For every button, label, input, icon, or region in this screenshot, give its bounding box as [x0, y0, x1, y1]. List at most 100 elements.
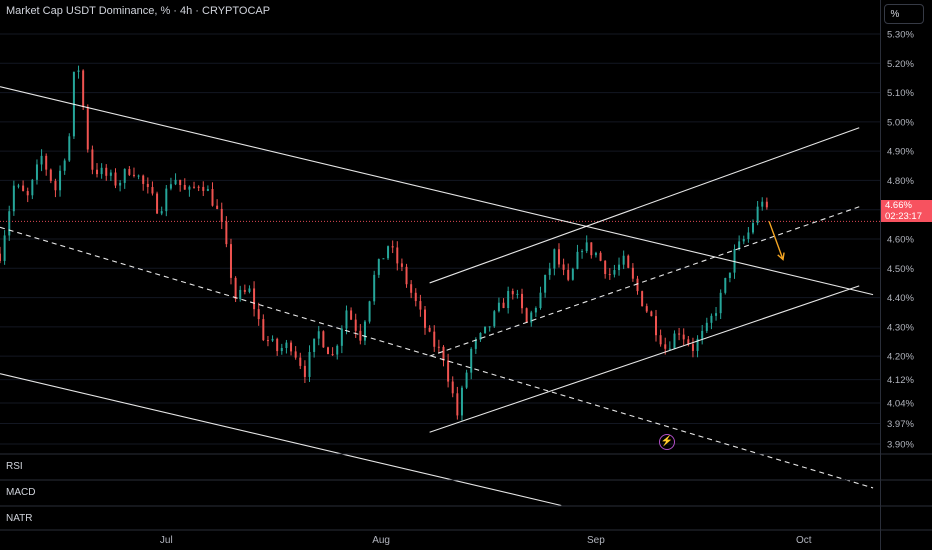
- candle-body: [622, 255, 625, 265]
- candle-body: [220, 208, 223, 222]
- candle-body: [761, 201, 764, 207]
- candle-body: [493, 311, 496, 327]
- candle-body: [576, 251, 579, 269]
- current-price-value: 4.66%: [885, 200, 912, 211]
- candle-body: [17, 185, 20, 187]
- candle-body: [765, 201, 768, 208]
- candle-body: [354, 319, 357, 331]
- candle-body: [63, 160, 66, 171]
- lightning-icon[interactable]: ⚡: [659, 434, 675, 450]
- candle-body: [687, 339, 690, 345]
- candle-body: [359, 330, 362, 341]
- candle-body: [280, 348, 283, 352]
- candle-body: [400, 263, 403, 267]
- time-tick-label: Jul: [160, 535, 173, 546]
- candle-body: [239, 289, 242, 300]
- candle-body: [262, 319, 265, 341]
- candle-body: [363, 321, 366, 341]
- candle-body: [631, 267, 634, 279]
- time-axis[interactable]: Jul Aug Sep Oct: [160, 535, 812, 546]
- price-tick-label: 3.90%: [887, 440, 914, 451]
- candle-body: [664, 344, 667, 349]
- candle-body: [179, 179, 182, 185]
- candle-body: [229, 244, 232, 278]
- candle-body: [165, 188, 168, 212]
- candle-body: [539, 292, 542, 308]
- candle-body: [396, 247, 399, 264]
- candle-body: [45, 155, 48, 170]
- percent-scale-button[interactable]: %: [884, 4, 924, 24]
- candle-body: [174, 179, 177, 185]
- candle-body: [710, 315, 713, 323]
- price-tick-label: 4.80%: [887, 176, 914, 187]
- natr-pane-label[interactable]: NATR: [6, 513, 33, 524]
- price-tick-label: 5.00%: [887, 117, 914, 128]
- candle-body: [8, 211, 11, 236]
- candle-body: [114, 172, 117, 186]
- candle-body: [701, 330, 704, 339]
- candle-body: [26, 191, 29, 196]
- candle-body: [303, 365, 306, 377]
- candle-body: [470, 348, 473, 373]
- candle-body: [59, 170, 62, 191]
- candle-body: [12, 185, 15, 212]
- candle-body: [608, 274, 611, 276]
- candle-body: [696, 338, 699, 351]
- candle-body: [654, 316, 657, 336]
- projection-arrow-head: [777, 252, 785, 261]
- rsi-pane-label[interactable]: RSI: [6, 461, 23, 472]
- price-tick-label: 4.90%: [887, 147, 914, 158]
- candle-body: [484, 326, 487, 334]
- candle-body: [724, 277, 727, 293]
- candle-body: [137, 175, 140, 177]
- candle-body: [590, 242, 593, 256]
- price-tick-label: 5.30%: [887, 30, 914, 41]
- price-tick-label: 5.10%: [887, 88, 914, 99]
- time-tick-label: Aug: [372, 535, 390, 546]
- candle-body: [3, 235, 6, 261]
- candle-body: [521, 293, 524, 309]
- projection-arrow: [768, 221, 784, 260]
- candle-body: [308, 351, 311, 377]
- candle-body: [433, 331, 436, 347]
- candle-body: [618, 264, 621, 271]
- candle-body: [594, 252, 597, 256]
- candle-body: [747, 232, 750, 240]
- candle-body: [336, 345, 339, 355]
- candle-body: [82, 70, 85, 108]
- candle-body: [613, 270, 616, 275]
- candle-body: [345, 310, 348, 329]
- candle-body: [668, 348, 671, 350]
- candle-body: [119, 182, 122, 186]
- candle-body: [382, 258, 385, 260]
- channel-median-line: [0, 226, 874, 489]
- candle-body: [322, 331, 325, 348]
- candle-body: [705, 322, 708, 331]
- bar-countdown: 02:23:17: [885, 211, 922, 222]
- price-tick-label: 4.40%: [887, 293, 914, 304]
- candle-body: [659, 335, 662, 345]
- candle-body: [742, 239, 745, 242]
- candle-body: [91, 149, 94, 170]
- price-axis[interactable]: 5.30%5.20%5.10%5.00%4.90%4.80%4.70%4.60%…: [887, 30, 914, 451]
- candle-body: [581, 251, 584, 253]
- candle-body: [35, 164, 38, 180]
- candle-body: [96, 169, 99, 175]
- candle-body: [571, 268, 574, 280]
- candle-body: [77, 70, 80, 72]
- candle-body: [424, 309, 427, 328]
- candle-body: [266, 340, 269, 342]
- candle-body: [216, 205, 219, 209]
- price-tick-label: 5.20%: [887, 59, 914, 70]
- channel-line: [0, 373, 562, 507]
- candle-body: [225, 221, 228, 245]
- price-tick-label: 3.97%: [887, 419, 914, 430]
- candle-body: [728, 272, 731, 278]
- macd-pane-label[interactable]: MACD: [6, 487, 36, 498]
- candle-body: [405, 266, 408, 285]
- candle-body: [460, 387, 463, 416]
- candle-body: [105, 167, 108, 176]
- candle-body: [183, 184, 186, 190]
